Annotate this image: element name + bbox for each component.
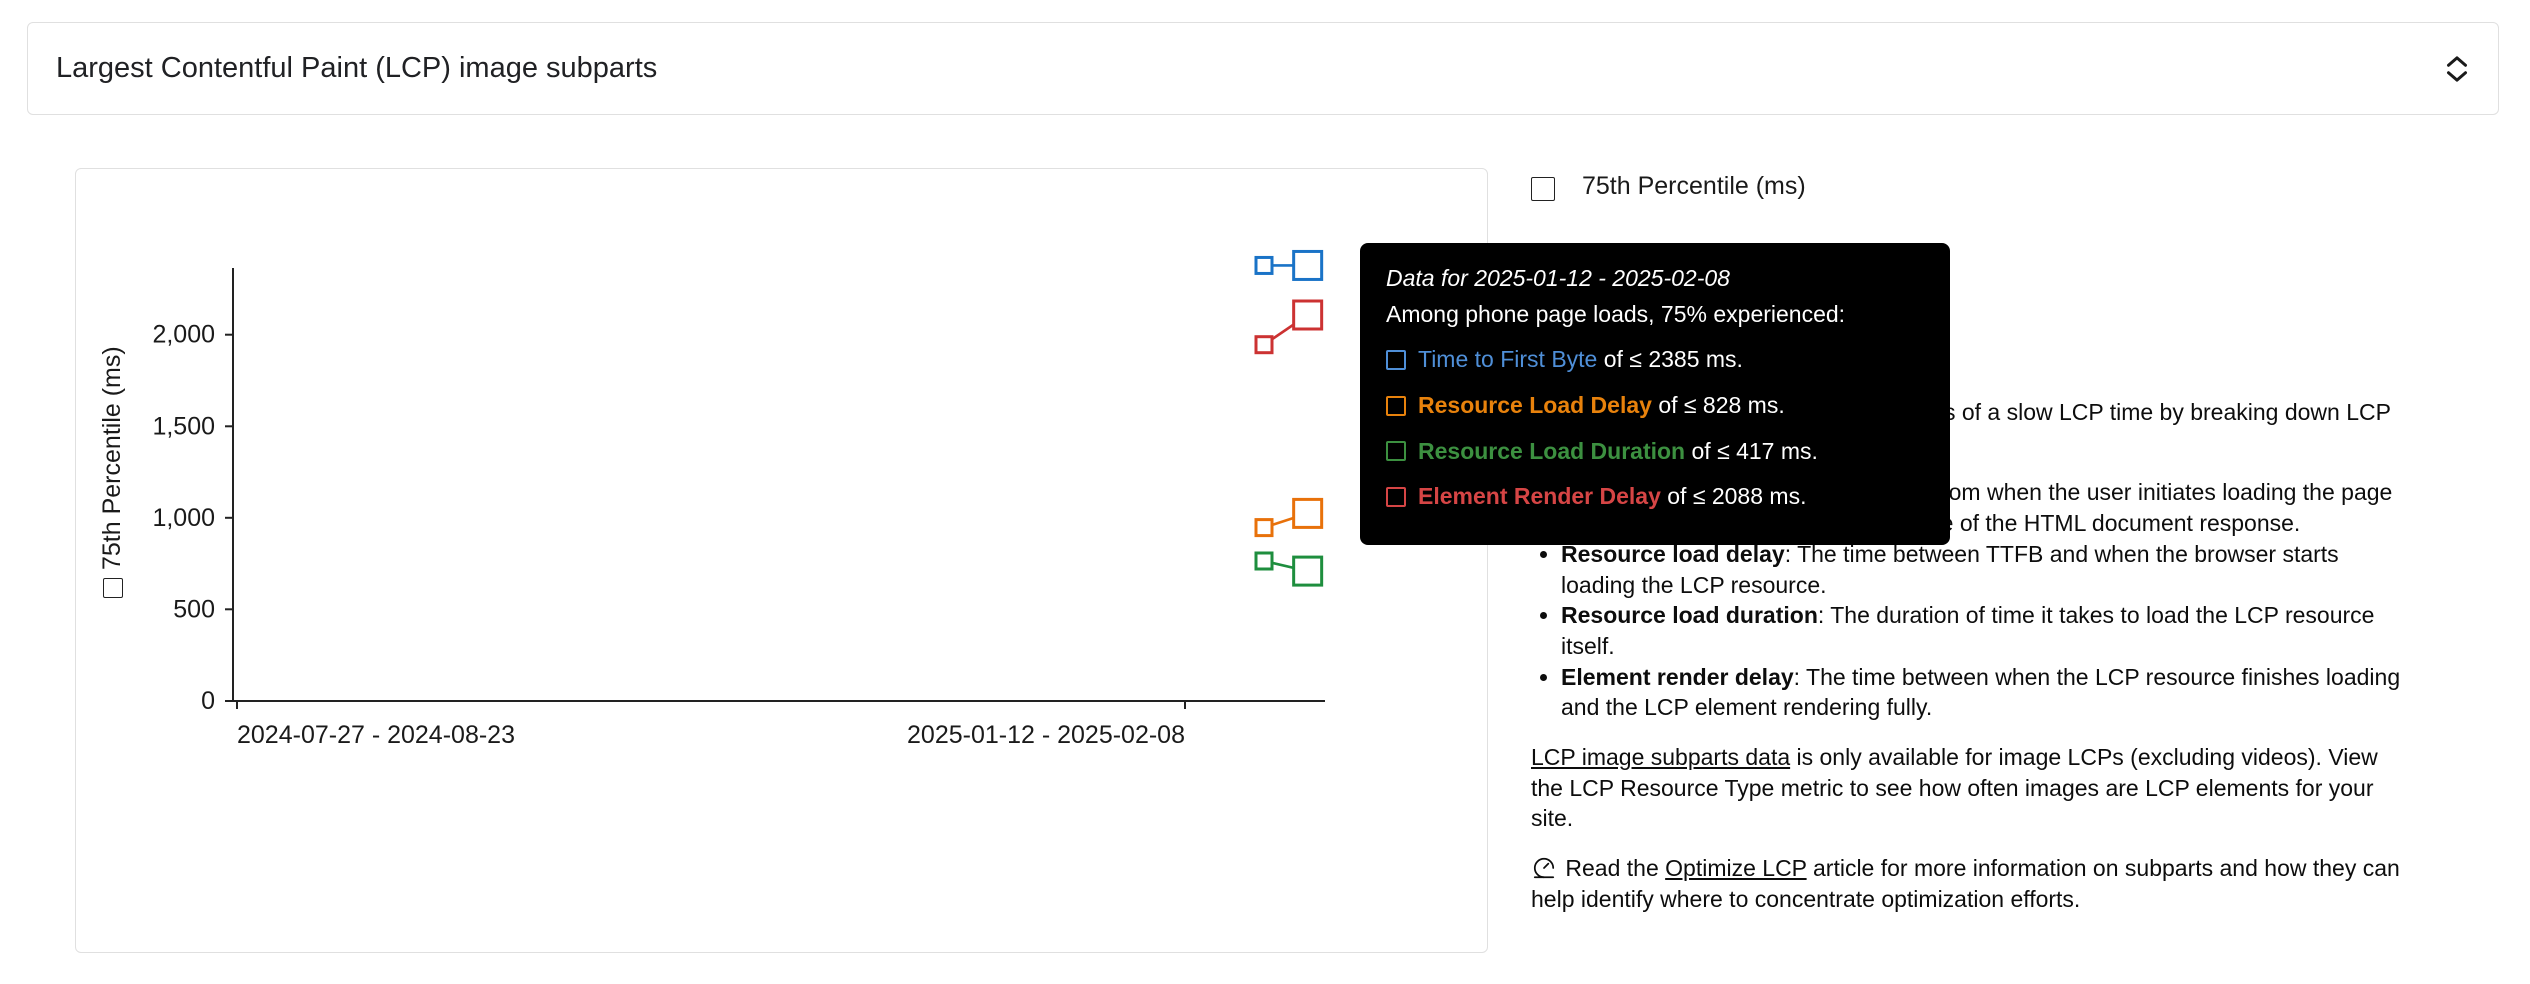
svg-text:0: 0	[201, 687, 215, 715]
svg-text:2,000: 2,000	[152, 321, 215, 349]
svg-text:1,500: 1,500	[152, 412, 215, 440]
svg-text:1,000: 1,000	[152, 504, 215, 532]
svg-text:2024-07-27 - 2024-08-23: 2024-07-27 - 2024-08-23	[237, 721, 515, 749]
svg-text:500: 500	[173, 595, 215, 623]
svg-text:2025-01-12 - 2025-02-08: 2025-01-12 - 2025-02-08	[907, 721, 1185, 749]
